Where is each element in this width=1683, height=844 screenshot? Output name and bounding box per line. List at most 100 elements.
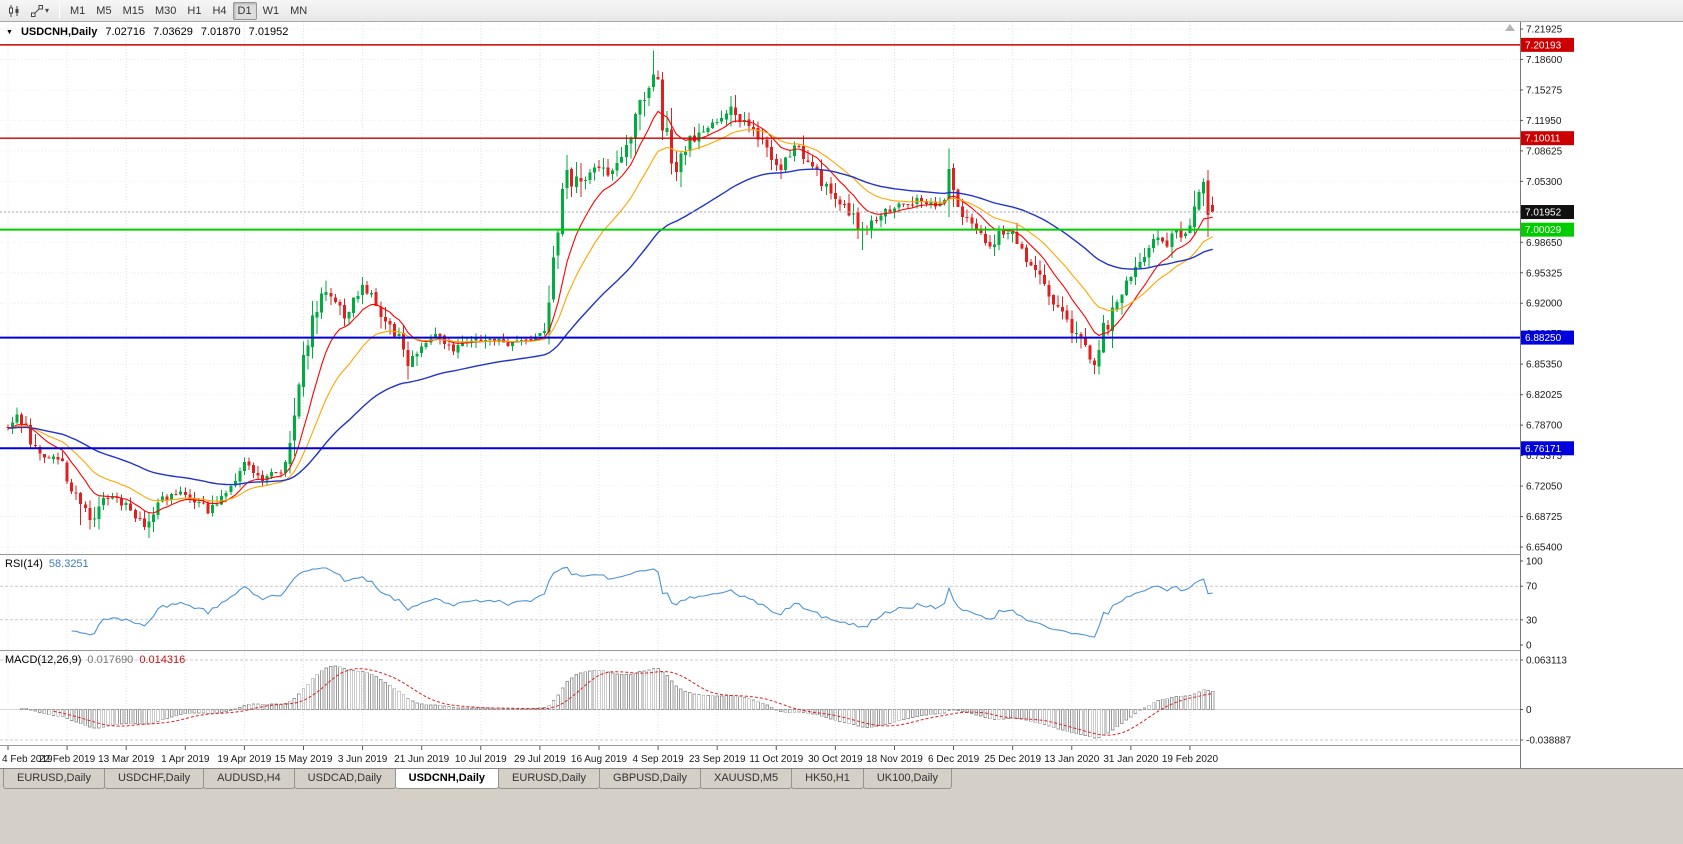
chart-tab-9-uk100-daily[interactable]: UK100,Daily	[862, 769, 952, 789]
chart-tabs: EURUSD,Daily USDCHF,Daily AUDUSD,H4 USDCAD,…	[0, 769, 1683, 791]
svg-text:70: 70	[1526, 582, 1538, 593]
open-value: 7.02716	[105, 26, 146, 38]
svg-text:7.18600: 7.18600	[1526, 55, 1563, 66]
svg-text:18 Nov 2019: 18 Nov 2019	[866, 754, 923, 765]
macd-name: MACD(12,26,9)	[5, 654, 82, 666]
indicator-axes: 100 70 30 0 0.063113 0 -0.038887	[1520, 557, 1571, 747]
price-badge-6.88250: 6.88250	[1521, 330, 1574, 345]
axis-background	[1521, 22, 1683, 768]
price-badge-7.01952: 7.01952	[1521, 205, 1574, 220]
svg-text:13 Jan 2020: 13 Jan 2020	[1044, 754, 1099, 765]
macd-main-value: 0.017690	[87, 654, 134, 666]
svg-text:6.85350: 6.85350	[1526, 360, 1563, 371]
svg-text:11 Oct 2019: 11 Oct 2019	[749, 754, 803, 765]
rsi-line	[71, 566, 1213, 638]
svg-text:29 Jul 2019: 29 Jul 2019	[514, 754, 566, 765]
svg-text:7.15275: 7.15275	[1526, 85, 1563, 96]
svg-text:22 Feb 2019: 22 Feb 2019	[39, 754, 96, 765]
chart-tab-2-audusd-h4[interactable]: AUDUSD,H4	[203, 769, 295, 789]
chart-tab-3-usdcad-daily[interactable]: USDCAD,Daily	[293, 769, 396, 789]
svg-text:6.88250: 6.88250	[1525, 333, 1562, 344]
price-badge-6.76171: 6.76171	[1521, 441, 1574, 456]
svg-text:0.063113: 0.063113	[1526, 656, 1567, 667]
chart-tab-6-gbpusd-daily[interactable]: GBPUSD,Daily	[599, 769, 701, 789]
timeframe-button-m5[interactable]: M5	[91, 2, 116, 20]
svg-text:6 Dec 2019: 6 Dec 2019	[928, 754, 980, 765]
plot-area[interactable]	[6, 50, 1215, 739]
svg-text:16 Aug 2019: 16 Aug 2019	[571, 754, 628, 765]
objects-button[interactable]: ▾	[26, 2, 54, 20]
svg-text:21 Jun 2019: 21 Jun 2019	[394, 754, 449, 765]
svg-text:19 Apr 2019: 19 Apr 2019	[217, 754, 271, 765]
chart-tab-0-eurusd-daily[interactable]: EURUSD,Daily	[3, 769, 105, 789]
svg-text:7.05300: 7.05300	[1526, 177, 1563, 188]
svg-text:100: 100	[1526, 557, 1543, 568]
svg-text:0: 0	[1526, 641, 1532, 652]
chart-background	[0, 22, 1683, 768]
timeframe-button-w1[interactable]: W1	[258, 2, 285, 20]
svg-text:7.11950: 7.11950	[1526, 116, 1562, 127]
chart-tab-7-xauusd-m5[interactable]: XAUUSD,M5	[699, 769, 793, 789]
svg-text:4 Feb 2019: 4 Feb 2019	[2, 754, 53, 765]
timeframe-button-m30[interactable]: M30	[150, 2, 181, 20]
svg-text:19 Feb 2020: 19 Feb 2020	[1162, 754, 1219, 765]
svg-text:0: 0	[1526, 705, 1532, 716]
candlestick-icon	[9, 4, 19, 17]
timeframe-button-h4[interactable]: H4	[207, 2, 231, 20]
toolbar-separator	[59, 2, 61, 19]
macd-signal-value: 0.014316	[139, 654, 186, 666]
chart-tab-1-usdchf-daily[interactable]: USDCHF,Daily	[103, 769, 205, 789]
chart-tab-5-eurusd-daily[interactable]: EURUSD,Daily	[498, 769, 601, 789]
rsi-value: 58.3251	[48, 558, 89, 570]
svg-text:30 Oct 2019: 30 Oct 2019	[808, 754, 863, 765]
timeframe-button-m1[interactable]: M1	[65, 2, 90, 20]
svg-text:7.08625: 7.08625	[1526, 146, 1563, 157]
svg-text:6.75375: 6.75375	[1526, 451, 1563, 462]
svg-text:4 Sep 2019: 4 Sep 2019	[632, 754, 684, 765]
svg-text:7.01952: 7.01952	[1525, 208, 1562, 219]
timeframe-button-d1[interactable]: D1	[232, 1, 257, 20]
symbol-name: USDCNH,Daily	[20, 26, 98, 38]
svg-text:13 Mar 2019: 13 Mar 2019	[98, 754, 155, 765]
dropdown-caret-icon: ▾	[45, 6, 50, 15]
rsi-indicator-label: RSI(14) 58.3251	[5, 558, 89, 570]
macd-indicator-label: MACD(12,26,9) 0.017690 0.014316	[5, 654, 185, 666]
svg-text:-0.038887: -0.038887	[1526, 736, 1571, 747]
svg-text:6.92000: 6.92000	[1526, 299, 1563, 310]
svg-text:30: 30	[1526, 615, 1538, 626]
price-badge-7.00029: 7.00029	[1521, 222, 1574, 237]
chart-ohlc-readout: ▼ USDCNH,Daily 7.02716 7.03629 7.01870 7…	[6, 26, 288, 38]
horizontal-lines[interactable]	[0, 44, 1520, 450]
svg-text:6.98650: 6.98650	[1526, 238, 1563, 249]
svg-text:1 Apr 2019: 1 Apr 2019	[161, 754, 210, 765]
svg-text:7.21925: 7.21925	[1526, 25, 1563, 36]
svg-text:15 May 2019: 15 May 2019	[275, 754, 333, 765]
objects-icon	[31, 4, 43, 17]
chart-tabs-bar: EURUSD,Daily USDCHF,Daily AUDUSD,H4 USDCAD,…	[0, 768, 1683, 844]
collapse-caret-icon[interactable]: ▼	[6, 28, 13, 36]
timeframe-button-m15[interactable]: M15	[118, 2, 149, 20]
svg-text:6.68725: 6.68725	[1526, 512, 1563, 523]
chart-tab-8-hk50-h1[interactable]: HK50,H1	[791, 769, 864, 789]
price-chart[interactable]: 7.21925 7.18600 7.15275 7.11950 7.08625 7.053…	[0, 22, 1683, 768]
close-value: 7.01952	[248, 26, 289, 38]
ma-mid-line	[7, 129, 1213, 502]
svg-text:25 Dec 2019: 25 Dec 2019	[984, 754, 1041, 765]
price-badge-7.10011: 7.10011	[1521, 131, 1574, 146]
svg-text:6.78700: 6.78700	[1526, 421, 1563, 432]
chart-type-button[interactable]	[2, 2, 26, 20]
svg-text:10 Jul 2019: 10 Jul 2019	[455, 754, 507, 765]
svg-text:7.20193: 7.20193	[1525, 40, 1562, 51]
svg-text:6.76171: 6.76171	[1525, 444, 1562, 455]
price-badge-7.20193: 7.20193	[1521, 37, 1574, 52]
timeframe-group: M1 M5 M15 M30 H1 H4 D1 W1 MN	[65, 1, 312, 20]
chart-toolbar: ▾ M1 M5 M15 M30 H1 H4 D1 W1 MN	[0, 0, 1683, 22]
chart-tab-4-usdcnh-daily[interactable]: USDCNH,Daily	[394, 769, 500, 789]
scroll-position-icon[interactable]	[1505, 24, 1515, 31]
svg-text:23 Sep 2019: 23 Sep 2019	[689, 754, 746, 765]
timeframe-button-mn[interactable]: MN	[285, 2, 312, 20]
timeframe-button-h1[interactable]: H1	[182, 2, 206, 20]
svg-text:6.95325: 6.95325	[1526, 268, 1563, 279]
